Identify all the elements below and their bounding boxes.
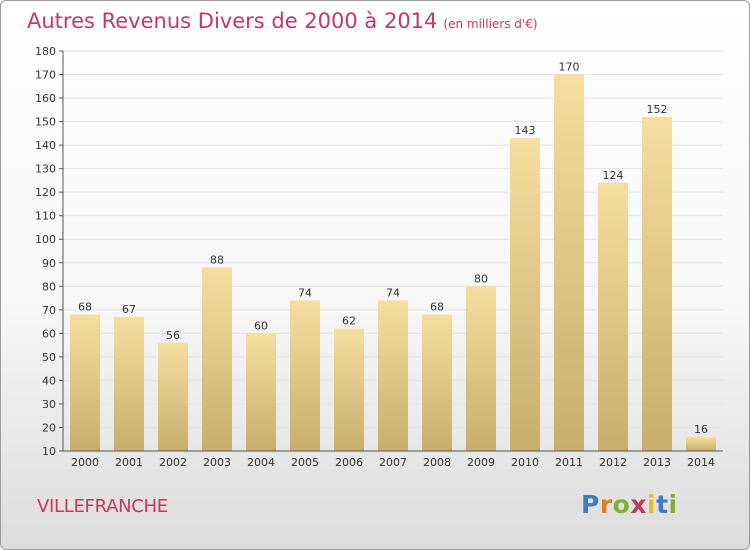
y-tick-label: 90 [42,257,56,270]
x-tick-label: 2008 [423,456,451,469]
bar [114,316,144,451]
logo-letter: P [581,490,600,519]
bar-value-label: 152 [647,103,668,116]
x-tick-label: 2012 [599,456,627,469]
bar-value-label: 74 [298,286,312,299]
logo-letter: t [656,490,669,519]
x-tick-label: 2001 [115,456,143,469]
y-tick-label: 60 [42,327,56,340]
y-tick-label: 10 [42,445,56,458]
bar-value-label: 170 [559,61,580,74]
y-tick-label: 180 [35,45,56,58]
bar-value-label: 88 [210,253,224,266]
bar [510,138,540,451]
x-tick-label: 2003 [203,456,231,469]
commune-name: VILLEFRANCHE [37,496,168,517]
bar-value-label: 74 [386,286,400,299]
title-unit: (en milliers d'€) [443,17,538,31]
bar-value-label: 16 [694,423,708,436]
y-tick-label: 150 [35,116,56,129]
y-tick-label: 130 [35,163,56,176]
bar-value-label: 80 [474,272,488,285]
x-tick-label: 2013 [643,456,671,469]
y-tick-label: 70 [42,304,56,317]
y-tick-label: 140 [35,139,56,152]
bar [158,342,188,451]
logo-letter: r [599,490,613,519]
x-tick-label: 2006 [335,456,363,469]
bars: 68 67 56 88 60 74 62 74 68 80 143 170 124 152 16 [70,61,716,451]
x-tick-label: 2011 [555,456,583,469]
x-tick-label: 2004 [247,456,275,469]
bar [554,74,584,451]
title-text: Autres Revenus Divers de 2000 à 2014 [27,9,438,33]
y-axis: 10 20 30 40 50 60 70 80 90 100 110 120 130 140 150 160 1… [35,45,64,458]
y-tick-label: 30 [42,398,56,411]
bar-value-label: 67 [122,303,136,316]
x-tick-label: 2000 [71,456,99,469]
x-tick-label: 2005 [291,456,319,469]
y-tick-label: 160 [35,92,56,105]
y-tick-label: 80 [42,280,56,293]
bar-value-label: 60 [254,319,268,332]
x-tick-label: 2002 [159,456,187,469]
bar [378,300,408,451]
bar-value-label: 56 [166,329,180,342]
bar [290,300,320,451]
bar [70,314,100,451]
bar-value-label: 68 [78,301,92,314]
y-tick-label: 20 [42,421,56,434]
bar [466,286,496,451]
bar-value-label: 143 [515,124,536,137]
bar [202,267,232,451]
x-tick-label: 2010 [511,456,539,469]
x-axis: 2000 2001 2002 2003 2004 2005 2006 2007 2008 2009… [63,450,723,469]
bar [642,116,672,451]
bar [422,314,452,451]
logo-letter: x [630,490,647,519]
bar [334,328,364,451]
bar [686,436,716,451]
logo-letter: i [647,490,657,519]
x-tick-label: 2009 [467,456,495,469]
y-tick-label: 40 [42,374,56,387]
y-tick-label: 170 [35,69,56,82]
y-tick-label: 120 [35,186,56,199]
bar [246,333,276,451]
proxiti-logo: Proxiti [581,490,678,519]
y-tick-label: 100 [35,233,56,246]
bar [598,182,628,451]
logo-letter: i [668,490,678,519]
logo-letter: o [612,490,631,519]
y-tick-label: 110 [35,210,56,223]
y-tick-label: 50 [42,351,56,364]
bar-value-label: 68 [430,301,444,314]
bar-value-label: 62 [342,315,356,328]
chart-title: Autres Revenus Divers de 2000 à 2014 (en … [27,9,538,33]
x-tick-label: 2007 [379,456,407,469]
x-tick-label: 2014 [687,456,715,469]
bar-value-label: 124 [603,169,624,182]
